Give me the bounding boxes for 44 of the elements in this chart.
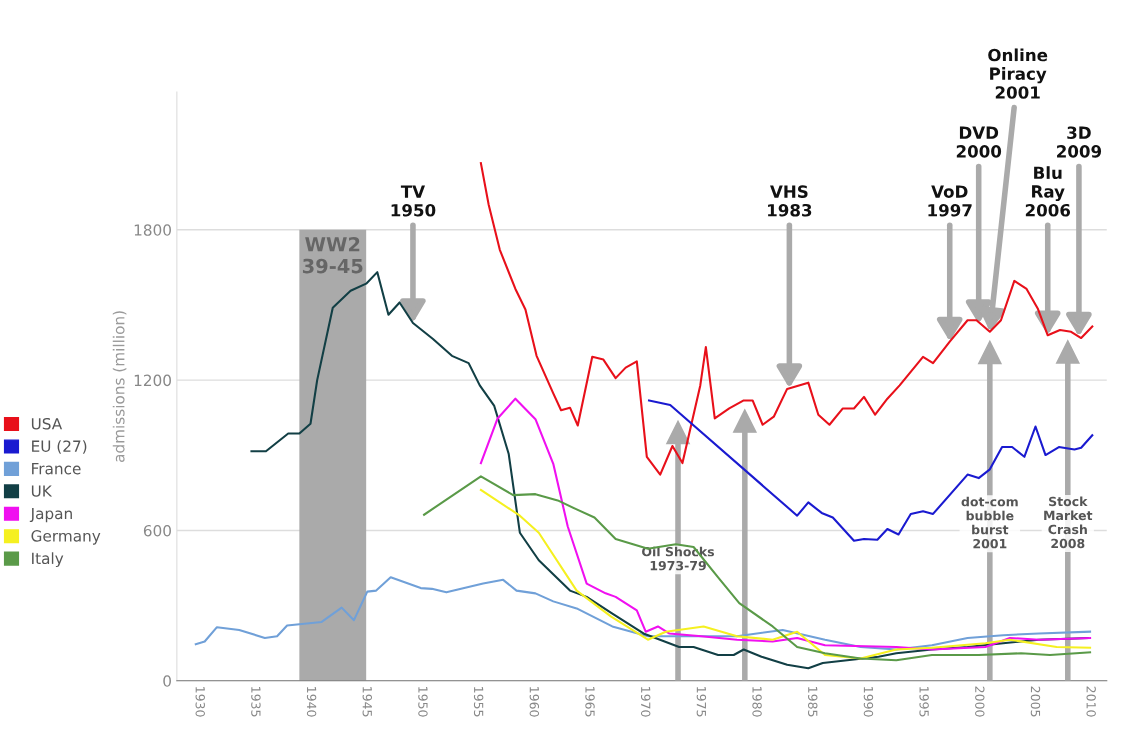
x-tick-label: 1960: [529, 687, 540, 717]
ref-line-label: dot-com bubble burst 2001: [961, 496, 1018, 549]
annotation: Online Piracy 2001: [988, 48, 1048, 99]
legend-label: Italy: [32, 552, 64, 568]
annotation: VHS 1983: [768, 185, 812, 217]
line-series: [423, 475, 1092, 662]
x-tick-label: 1940: [306, 687, 317, 717]
x-tick-label: 1945: [362, 687, 373, 717]
line-series: [479, 162, 1094, 476]
line-series: [479, 397, 1092, 651]
annotation: Blu Ray 2006: [1025, 166, 1071, 217]
x-tick-label: 1990: [863, 687, 874, 717]
legend-label: UK: [31, 485, 53, 497]
legend-label: Germany: [31, 530, 101, 545]
annotation: TV 1950: [391, 185, 436, 217]
y-tick-label: 1200: [134, 374, 171, 387]
x-tick-label: 2010: [1086, 686, 1096, 717]
line-series: [479, 488, 1092, 660]
y-tick-label: 0: [163, 675, 171, 687]
x-tick-label: 1980: [752, 687, 762, 717]
x-tick-label: 1935: [251, 687, 261, 717]
x-tick-label: 1955: [473, 687, 484, 717]
x-tick-label: 2005: [1030, 686, 1041, 717]
annotation: DVD 2000: [956, 126, 1002, 158]
y-tick-label: 1800: [134, 224, 171, 236]
x-tick-label: 1930: [195, 687, 205, 717]
x-tick-label: 2000: [975, 686, 985, 717]
ref-line-label: Stock Market Crash 2008: [1044, 496, 1093, 549]
y-axis-title: admissions (million): [112, 311, 127, 462]
legend-label: France: [32, 463, 81, 475]
x-tick-label: 1970: [640, 687, 651, 717]
band-label: WW2 39-45: [302, 236, 363, 274]
y-tick-label: 600: [143, 524, 171, 537]
x-tick-label: 1965: [585, 687, 595, 717]
x-tick-label: 1995: [919, 687, 929, 717]
x-tick-label: 1985: [808, 687, 818, 717]
legend-label: USA: [31, 417, 63, 430]
annotation: 3D 2009: [1057, 126, 1102, 158]
x-tick-label: 1975: [696, 687, 707, 717]
annotation: VoD 1997: [928, 185, 972, 217]
x-tick-label: 1950: [418, 687, 428, 717]
legend-label: Japan: [29, 507, 72, 523]
line-series: [194, 576, 1092, 651]
legend-label: EU (27): [32, 440, 87, 454]
